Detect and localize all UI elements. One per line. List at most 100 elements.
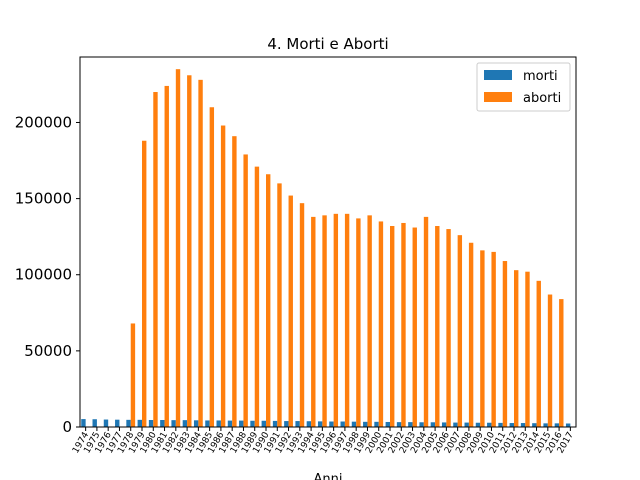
y-tick-label: 200000 — [15, 113, 72, 131]
bar-aborti-1990 — [266, 174, 271, 427]
bar-aborti-2005 — [435, 226, 440, 427]
bar-aborti-1982 — [175, 69, 181, 428]
bar-morti-1994 — [306, 421, 312, 427]
bar-aborti-2000 — [378, 221, 384, 427]
bar-morti-1975 — [92, 419, 97, 427]
bar-morti-1991 — [272, 420, 278, 427]
bar-aborti-2007 — [457, 235, 463, 427]
bar-aborti-1996 — [333, 213, 339, 427]
legend: morti aborti — [476, 62, 571, 112]
bar-morti-2010 — [487, 422, 492, 427]
bar-morti-2015 — [543, 423, 548, 427]
bar-morti-1981 — [160, 420, 165, 427]
bar-morti-1995 — [317, 421, 323, 427]
bar-morti-1999 — [363, 421, 368, 427]
bar-aborti-1997 — [344, 213, 350, 427]
bar-morti-2009 — [475, 422, 481, 427]
y-tick-label: 50000 — [24, 342, 72, 360]
bar-aborti-2006 — [446, 229, 451, 427]
bar-aborti-2012 — [514, 270, 519, 427]
y-axis: 0 50000 100000 150000 200000 — [15, 113, 80, 436]
legend-label-morti: morti — [523, 69, 558, 84]
bar-aborti-2009 — [480, 250, 485, 427]
x-axis-label: Anni — [314, 472, 343, 480]
bar-aborti-2003 — [412, 227, 417, 427]
bar-morti-2017 — [565, 423, 571, 427]
y-tick-label: 100000 — [15, 266, 72, 284]
bar-morti-2001 — [385, 421, 390, 427]
bar-morti-1996 — [329, 421, 334, 427]
bar-morti-1989 — [250, 420, 255, 427]
bar-morti-1977 — [115, 419, 120, 427]
bar-aborti-2014 — [536, 280, 541, 427]
bar-morti-1982 — [171, 420, 176, 427]
bar-morti-2000 — [374, 421, 379, 427]
bar-aborti-1987 — [232, 136, 237, 427]
bar-aborti-2015 — [547, 294, 553, 427]
bar-morti-2007 — [453, 422, 458, 427]
bar-morti-2008 — [464, 422, 469, 427]
bar-aborti-2004 — [423, 216, 429, 427]
axes-frame — [79, 56, 577, 428]
bar-morti-1988 — [239, 420, 244, 427]
bar-aborti-1985 — [209, 107, 215, 427]
bar-morti-1974 — [81, 419, 86, 427]
bar-morti-1978 — [126, 419, 131, 427]
bar-aborti-1988 — [243, 154, 248, 427]
bar-aborti-1984 — [198, 79, 203, 427]
bar-morti-2013 — [520, 423, 526, 427]
y-tick-label: 150000 — [15, 190, 72, 208]
bar-morti-1984 — [193, 420, 199, 427]
bar-morti-1979 — [137, 419, 142, 427]
bar-morti-1998 — [351, 421, 357, 427]
bar-morti-1987 — [227, 420, 233, 427]
x-axis: 1974197519761977197819791980198119821983… — [71, 427, 576, 455]
bar-aborti-1995 — [322, 215, 327, 427]
bar-morti-2011 — [498, 422, 503, 427]
legend-label-aborti: aborti — [523, 91, 561, 106]
bar-aborti-2001 — [390, 226, 395, 427]
bar-aborti-1978 — [130, 323, 136, 427]
bar-aborti-1998 — [356, 218, 361, 427]
bar-aborti-2011 — [502, 261, 508, 427]
bar-morti-2012 — [509, 423, 514, 427]
bars-group — [81, 69, 571, 428]
bar-morti-1993 — [295, 421, 300, 427]
bar-morti-2004 — [419, 422, 424, 427]
bar-morti-2003 — [408, 422, 413, 427]
bar-aborti-1999 — [367, 215, 372, 427]
bar-morti-2005 — [430, 422, 436, 427]
bar-morti-1976 — [103, 419, 109, 427]
bar-aborti-1980 — [153, 92, 158, 428]
bar-morti-1992 — [284, 421, 289, 427]
legend-swatch-aborti — [484, 92, 512, 102]
bar-morti-1986 — [216, 420, 221, 427]
bar-aborti-1992 — [288, 195, 293, 427]
bar-aborti-1991 — [277, 183, 282, 427]
bar-aborti-2013 — [525, 271, 530, 427]
bar-morti-2016 — [554, 423, 560, 427]
bar-aborti-1989 — [254, 166, 260, 427]
bar-aborti-1993 — [299, 203, 305, 427]
bar-morti-1983 — [182, 420, 188, 427]
y-tick-label: 0 — [62, 418, 72, 436]
bar-aborti-1986 — [220, 125, 226, 428]
bar-aborti-2016 — [559, 299, 564, 427]
bar-morti-2006 — [441, 422, 447, 427]
bar-morti-2002 — [396, 422, 402, 427]
bar-morti-1985 — [205, 420, 210, 427]
legend-swatch-morti — [484, 70, 512, 80]
bar-aborti-1994 — [311, 216, 316, 427]
bar-aborti-2008 — [468, 242, 474, 427]
bar-aborti-2010 — [491, 251, 496, 427]
bar-aborti-2002 — [401, 222, 406, 427]
bar-aborti-1979 — [142, 140, 147, 428]
chart-title: 4. Morti e Aborti — [267, 35, 388, 53]
bar-aborti-1981 — [164, 85, 169, 428]
bar-morti-1997 — [340, 421, 345, 427]
bar-morti-2014 — [532, 423, 537, 427]
bar-morti-1990 — [261, 420, 266, 427]
bar-aborti-1983 — [187, 75, 192, 428]
